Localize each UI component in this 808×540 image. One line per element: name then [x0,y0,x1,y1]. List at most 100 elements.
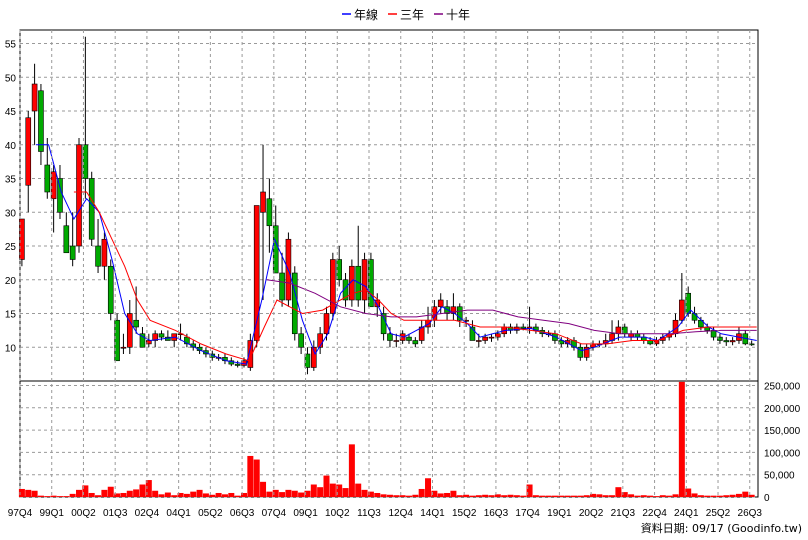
volume-bar [101,489,108,497]
x-tick-label: 26Q3 [738,508,763,519]
volume-bar [95,495,102,497]
candle-body [31,83,38,112]
candle-body [25,117,32,186]
candle [120,333,127,354]
volume-bar [310,484,317,497]
price-tick-label: 50 [5,73,17,84]
candle [469,320,476,341]
volume-bar [266,491,273,497]
x-tick-label: 14Q1 [420,508,445,519]
volume-bar [247,455,254,497]
candle-body [146,340,152,345]
volume-bar [336,484,343,497]
volume-bar [444,492,451,497]
volume-bar [570,495,577,497]
legend-label: 年線 [354,7,378,22]
volume-bar [361,489,368,497]
volume-bar [577,495,584,497]
volume-bar [691,493,698,497]
volume-bar [272,489,279,497]
volume-bar [526,484,533,497]
volume-bar [139,484,146,497]
x-tick-label: 06Q3 [230,508,255,519]
volume-bar [412,494,419,497]
candle-body [114,319,120,362]
volume-bar [76,489,83,497]
volume-bar [164,492,171,497]
volume-bar [666,495,673,497]
candle-body [253,205,260,341]
volume-bar [494,494,501,497]
candle-body [82,144,89,179]
volume-bar [285,489,292,497]
candle-body [723,340,730,343]
volume-bar [405,495,412,497]
candle [577,343,584,361]
candle [82,36,89,199]
volume-bar [82,485,89,497]
footer-source: 資料日期: 09/17 (Goodinfo.tw) [641,521,802,535]
x-tick-label: 05Q2 [198,508,223,519]
candle-body [234,363,241,366]
candle-body [336,259,342,281]
candle [50,165,57,233]
volume-bar [133,489,140,497]
candle-body [184,336,190,345]
candle-body [19,218,25,260]
volume-bar [520,495,527,497]
candle-body [717,336,723,341]
x-axis: 97Q4 99Q1 00Q2 01Q3 02Q4 04Q1 05Q2 06Q3 07Q4 09Q1… [8,30,763,519]
candle-body [495,333,501,338]
candle [152,330,158,348]
volume-bar [697,495,704,497]
volume-bar [735,493,742,497]
price-tick-label: 30 [5,208,17,219]
candle [418,320,425,344]
candle [291,266,298,341]
price-frame [19,29,759,382]
volume-bar [513,495,520,497]
candle [44,138,51,199]
volume-bar [63,496,70,497]
volume-bar [621,492,628,497]
volume-bar [488,495,495,497]
x-tick-label: 09Q1 [293,508,318,519]
candle [679,273,685,324]
volume-tick-label: 100,000 [764,448,801,459]
volume-tick-label: 50,000 [764,471,795,482]
volume-bar [723,495,730,497]
volume-bar [602,495,609,497]
candle-body [444,306,450,314]
legend-label: 三年 [400,8,424,22]
volume-bar [215,492,222,497]
candle [437,293,444,314]
volume-bar [558,495,565,497]
volume-bar [177,492,184,497]
volume-bar [678,381,685,497]
x-tick-label: 24Q1 [674,508,699,519]
candle-body [260,191,266,213]
volume-bar [482,494,489,497]
volume-bar [634,495,641,497]
candle-body [291,272,298,335]
candle [88,171,95,246]
candle-body [456,306,463,321]
volume-bar [190,491,197,497]
volume-bar [196,489,203,497]
volume-bar [304,490,311,497]
volume-bar [469,495,476,497]
candle [717,333,723,344]
candle [368,252,374,308]
volume-bar [615,487,622,497]
price-tick-label: 10 [5,343,17,354]
candle-body [691,313,698,321]
volume-bar [716,495,723,497]
volume-bar [107,486,114,497]
volume-tick-label: 0 [764,493,770,504]
candle [272,205,279,274]
candle-body [577,346,584,358]
volume-bar [126,490,133,497]
volume-bar [323,475,330,497]
candle-body [418,326,425,341]
